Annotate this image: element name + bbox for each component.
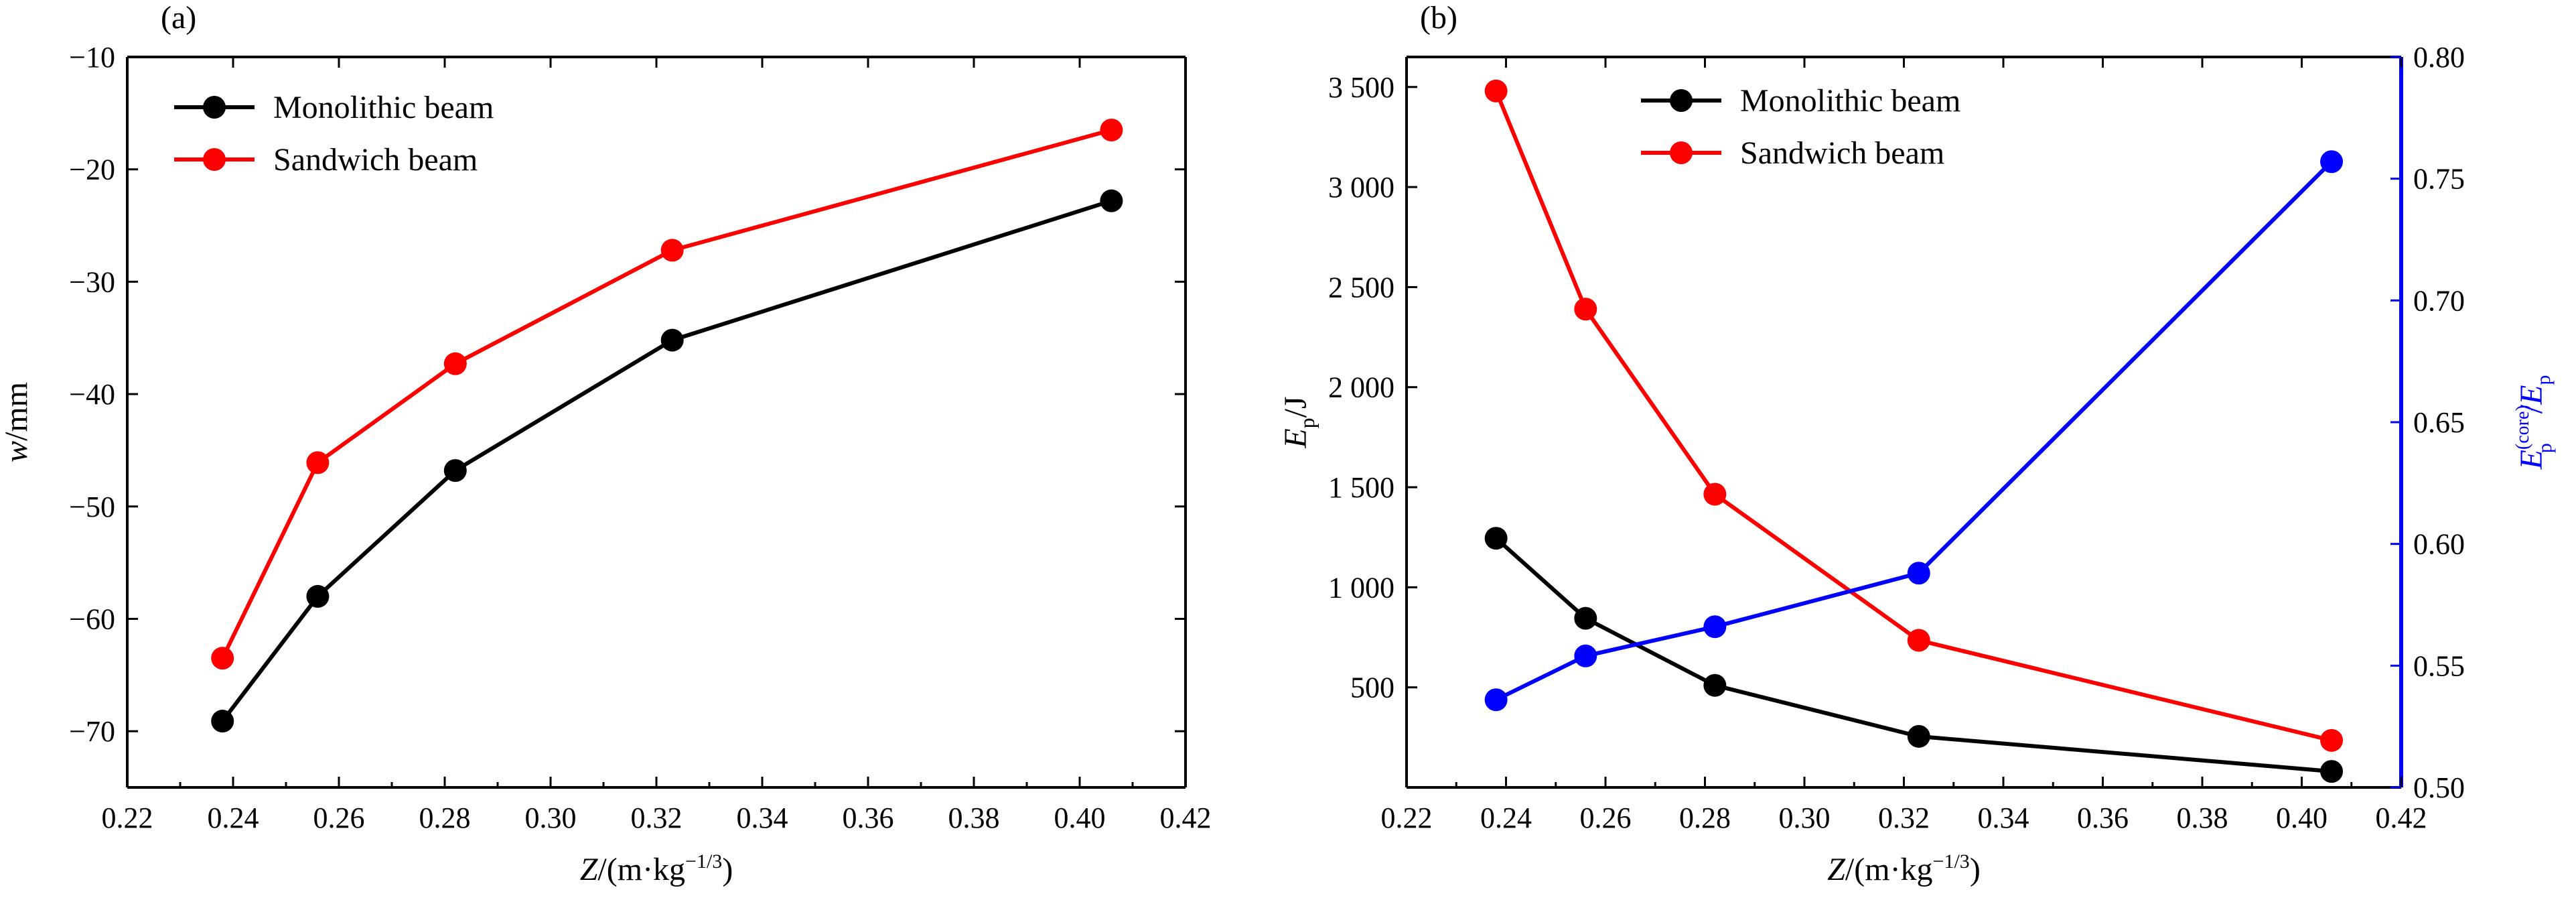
y2-tick-label: 0.70 <box>2413 284 2465 317</box>
x-tick-label: 0.40 <box>2276 801 2328 834</box>
data-point <box>1574 606 1597 630</box>
legend-entry-label: Monolithic beam <box>1740 83 1960 119</box>
y2-tick-label: 0.80 <box>2413 41 2465 74</box>
y2-tick-label: 0.75 <box>2413 163 2465 196</box>
data-point <box>211 647 234 670</box>
legend-marker <box>1670 89 1693 112</box>
legend-marker <box>203 96 226 119</box>
data-point <box>443 352 467 375</box>
panel-label: (b) <box>1420 0 1457 36</box>
x-tick-label: 0.24 <box>1480 801 1532 834</box>
y-tick-label: −30 <box>69 265 115 298</box>
y-axis-label: w/mm <box>0 382 34 462</box>
data-point <box>443 459 467 482</box>
x-tick-label: 0.38 <box>2177 801 2228 834</box>
y-tick-label: 2 000 <box>1328 371 1394 404</box>
y-tick-label: −50 <box>69 491 115 523</box>
x-tick-label: 0.42 <box>1160 801 1212 834</box>
data-point <box>1703 482 1727 506</box>
data-point <box>1100 119 1123 141</box>
x-tick-label: 0.28 <box>1679 801 1731 834</box>
data-point <box>1100 189 1123 212</box>
y2-tick-label: 0.60 <box>2413 528 2465 561</box>
y-tick-label: −70 <box>69 715 115 748</box>
y-tick-label: −20 <box>69 153 115 186</box>
y2-tick-label: 0.55 <box>2413 649 2465 682</box>
data-point <box>2320 728 2344 752</box>
data-point <box>2320 150 2344 174</box>
series-line-2 <box>1495 160 2334 702</box>
data-point <box>660 239 684 262</box>
y-tick-label: 2 500 <box>1328 271 1394 304</box>
y2-tick-label: 0.65 <box>2413 406 2465 439</box>
data-point <box>1703 673 1727 697</box>
series-line-1 <box>220 128 1113 659</box>
data-point <box>660 328 684 352</box>
data-point <box>1907 629 1930 652</box>
x-tick-label: 0.34 <box>737 801 788 834</box>
legend-marker <box>203 148 226 171</box>
y-tick-label: −60 <box>69 602 115 635</box>
data-point <box>1484 527 1508 550</box>
y-axis-label: Ep/J <box>1278 396 1319 448</box>
x-tick-label: 0.22 <box>102 801 153 834</box>
x-tick-label: 0.36 <box>2077 801 2129 834</box>
y-tick-label: 1 500 <box>1328 471 1394 504</box>
data-point <box>1907 724 1930 748</box>
legend-marker <box>1670 141 1693 164</box>
y2-tick-label: 0.50 <box>2413 771 2465 804</box>
x-tick-label: 0.24 <box>208 801 259 834</box>
panel-b-energy-chart: (b) 0.22 0.24 0.26 0.28 0.30 0.32 0.34 0.36 0.38 0… <box>1278 0 2556 887</box>
x-tick-label: 0.40 <box>1054 801 1106 834</box>
y-tick-label: 3 500 <box>1328 71 1394 104</box>
x-tick-label: 0.26 <box>1580 801 1632 834</box>
data-point <box>1703 615 1727 639</box>
x-tick-label: 0.32 <box>1878 801 1930 834</box>
data-point <box>306 584 330 608</box>
x-axis-label: Z/(m·kg−1/3) <box>580 850 733 887</box>
y-tick-label: −10 <box>69 41 115 74</box>
y-tick-label: 3 000 <box>1328 171 1394 204</box>
x-axis-label: Z/(m·kg−1/3) <box>1827 850 1981 887</box>
legend-entry-label: Sandwich beam <box>273 142 478 178</box>
y-tick-label: 1 000 <box>1328 571 1394 604</box>
x-tick-label: 0.36 <box>843 801 894 834</box>
data-point <box>1484 688 1508 712</box>
x-tick-label: 0.34 <box>1978 801 2029 834</box>
x-tick-label: 0.38 <box>948 801 1000 834</box>
data-point <box>1907 562 1930 585</box>
legend-entry-label: Sandwich beam <box>1740 135 1944 171</box>
x-tick-label: 0.32 <box>631 801 683 834</box>
data-point <box>1574 298 1597 321</box>
data-point <box>1484 79 1508 103</box>
x-tick-label: 0.42 <box>2376 801 2427 834</box>
data-point <box>306 451 330 474</box>
legend-entry-label: Monolithic beam <box>273 90 494 125</box>
y-tick-label: 500 <box>1350 671 1394 704</box>
panel-label: (a) <box>161 0 196 36</box>
y2-axis-label: E(core)p/Ep <box>2512 375 2556 470</box>
x-tick-label: 0.28 <box>419 801 471 834</box>
data-point <box>1574 644 1597 667</box>
panel-a-deflection-chart: (a) 0.22 0.24 0.26 0.28 0.30 0.32 0.34 0.36 0.38 0… <box>0 0 1212 887</box>
data-point <box>211 710 234 733</box>
x-tick-label: 0.30 <box>525 801 577 834</box>
y-tick-label: −40 <box>69 378 115 411</box>
x-tick-label: 0.30 <box>1779 801 1831 834</box>
series-line-0 <box>220 198 1113 722</box>
x-tick-label: 0.22 <box>1381 801 1433 834</box>
x-tick-label: 0.26 <box>313 801 365 834</box>
data-point <box>2320 760 2344 783</box>
